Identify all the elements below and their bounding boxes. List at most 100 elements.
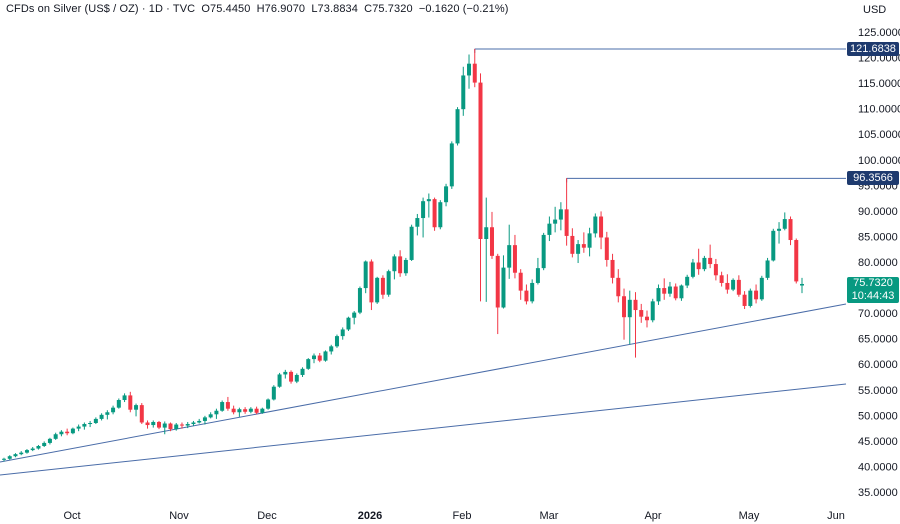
bar-countdown: 10:44:43 [851,289,895,302]
candle-body [719,275,724,283]
candle-body [455,109,460,144]
y-tick-label: 80.0000 [858,257,898,269]
candle-body [225,402,230,409]
candle-body [380,277,385,295]
candle-body [518,272,523,291]
candlestick-series [2,48,804,462]
chart-legend: CFDs on Silver (US$ / OZ) · 1D · TVC O75… [6,3,512,15]
candle-body [248,408,253,412]
candle-body [553,219,558,224]
candle-body [168,423,173,430]
candle-body [352,312,357,318]
candle-body [334,336,339,347]
candle-body [627,299,632,318]
candle-body [237,409,242,413]
candle-body [191,422,196,425]
candle-body [145,422,150,426]
candle-body [461,75,466,110]
y-tick-label: 90.0000 [858,206,898,218]
candle-body [748,290,753,306]
candle-body [99,414,104,419]
candle-body [111,407,116,413]
candle-body [484,227,489,239]
candle-body [403,259,408,274]
candle-body [134,405,139,410]
candle-body [616,277,621,297]
candle-body [300,368,305,375]
y-tick-label: 110.0000 [858,104,900,116]
candle-body [662,288,667,294]
candle-body [742,294,747,306]
candle-body [185,424,190,426]
y-tick-label: 55.0000 [858,385,898,397]
high-level-tag: 121.6838 [847,41,899,56]
candle-body [713,264,718,276]
candle-body [754,290,759,300]
candle-body [7,456,12,459]
candle-body [208,414,213,418]
candle-body [564,209,569,236]
candle-body [725,282,730,290]
candle-body [36,446,41,449]
x-axis: Oct Nov Dec 2026 Feb Mar Apr May Jun [63,510,844,522]
candle-body [708,257,713,265]
candle-body [673,286,678,299]
y-tick-label: 70.0000 [858,308,898,320]
candle-body [622,296,627,318]
candle-body [736,279,741,295]
candle-body [541,234,546,269]
candle-body [254,408,259,413]
y-tick-label: 60.0000 [858,359,898,371]
candle-body [317,355,322,361]
high-value: H76.9070 [256,3,306,15]
candle-body [650,301,655,321]
candle-body [765,260,770,278]
candle-body [782,219,787,229]
candle-body [409,226,414,260]
candle-body [392,256,397,272]
candle-body [363,261,368,289]
candle-body [398,256,403,274]
candle-body [197,420,202,423]
candle-body [489,227,494,256]
candle-body [633,299,638,311]
resistance-level-tag: 96.3566 [847,171,899,186]
candle-body [679,285,684,299]
candle-body [696,262,701,270]
upper-trendline [0,303,847,463]
candle-body [667,286,672,294]
candle-body [576,244,581,254]
candle-body [467,63,472,76]
candle-body [444,186,449,203]
candle-body [162,423,167,428]
candle-body [501,267,506,308]
candle-body [30,448,35,451]
candle-body [24,450,29,453]
x-tick-label: Feb [453,510,472,522]
currency-label[interactable]: USD [863,4,887,16]
candle-body [82,424,87,427]
horizontal-levels [474,48,846,183]
trendlines [0,303,847,476]
y-tick-label: 40.0000 [858,461,898,473]
last-price-value: 75.7320 [853,276,893,289]
candle-body [179,424,184,426]
candle-body [53,434,58,439]
candle-body [231,408,236,413]
x-tick-label: May [739,510,760,522]
y-tick-label: 105.0000 [858,129,900,141]
lower-trendline [0,383,847,476]
candle-body [530,282,535,302]
candle-body [759,277,764,300]
candle-body [271,386,276,400]
candle-body [151,421,156,426]
candle-body [283,371,288,375]
y-tick-label: 35.0000 [858,487,898,499]
candle-body [70,428,75,434]
candle-body [88,423,93,425]
candle-body [386,271,391,295]
x-tick-label: Jun [827,510,845,522]
candle-body [432,199,437,228]
candle-body [587,233,592,248]
